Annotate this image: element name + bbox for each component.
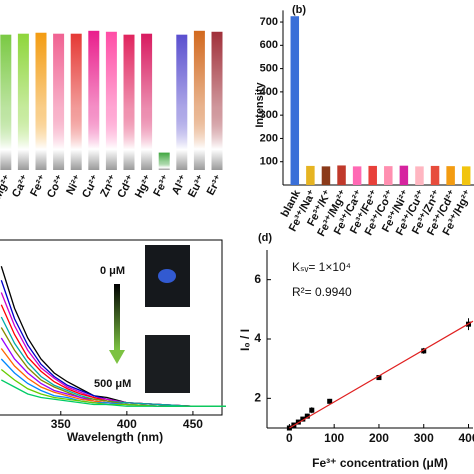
bar [461,166,471,185]
x-tick-label: 100 [324,431,344,445]
spectrum-line [0,327,226,407]
bar [352,166,362,185]
y-tick-label: 500 [260,63,278,75]
plot-frame [0,239,223,416]
x-tick-label: 400 [117,417,137,431]
y-tick-label: 2 [254,391,261,405]
annotation: 500 μM [94,378,131,390]
bar [446,166,455,185]
annotation: 0 μM [100,265,125,277]
data-point [421,348,427,354]
x-tick-label: Er³⁺ [205,173,226,197]
y-tick-label: 4 [254,331,261,345]
x-axis-label: Wavelength (nm) [67,430,163,444]
bar [158,152,170,170]
bar [430,165,440,185]
bar [176,34,188,170]
x-tick-label: 400 [459,431,474,445]
data-point [327,398,333,404]
data-point [376,375,382,381]
x-tick-label: Mg²⁺ [0,173,14,201]
data-point [295,419,301,425]
x-tick-label: Cu²⁺ [80,173,102,200]
panel-label: (d) [258,232,272,244]
bar [123,34,135,170]
bar [384,166,393,185]
y-tick-label: 100 [260,156,278,168]
x-tick-label: Eu³⁺ [186,173,208,200]
y-tick-label: 600 [260,39,278,51]
bar [70,33,82,171]
bar [0,34,12,170]
bar [35,32,47,170]
bar [211,31,223,171]
bar [415,166,424,185]
panel-label: (b) [292,4,306,16]
bar [17,33,29,171]
bar [290,16,300,185]
annotation: Kₛᵥ= 1×10⁴ [292,260,351,274]
bar [193,30,205,170]
bar [337,165,346,185]
arrow-shaft [114,284,120,350]
y-tick-label: 6 [254,272,261,286]
y-tick-label: 400 [260,86,278,98]
bar [368,165,377,185]
spectrum-line [0,316,226,407]
x-tick-label: Ca²⁺ [10,173,32,200]
x-tick-label: Fe³⁺ [151,173,172,198]
x-tick-label: 350 [51,417,71,431]
data-point [304,413,310,419]
arrow-head [109,350,125,364]
bar [306,165,315,185]
x-tick-label: 300 [414,431,434,445]
x-tick-label: Co²⁺ [45,173,67,200]
annotation: R²= 0.9940 [292,285,352,299]
y-tick-label: 200 [260,132,278,144]
bar [105,31,117,171]
y-tick-label: 700 [260,16,278,28]
x-tick-label: 450 [183,417,203,431]
y-axis-label: Intensity [254,82,266,128]
x-axis-label: Fe³⁺ concentration (μM) [312,456,448,470]
inset-glow [158,269,176,283]
bar [399,165,409,185]
bar [88,30,100,170]
x-tick-label: 200 [369,431,389,445]
y-tick-label: 300 [260,109,278,121]
bar [321,166,331,185]
bar [53,33,65,171]
data-point [300,416,306,422]
data-point [309,407,315,413]
x-tick-label: 0 [286,431,293,445]
y-axis-label: I₀ / I [238,329,252,351]
spectrum-line [1,379,226,407]
bar [141,33,153,171]
inset-photo [145,335,190,393]
fit-line [289,320,474,429]
x-tick-label: Hg²⁺ [133,173,155,200]
